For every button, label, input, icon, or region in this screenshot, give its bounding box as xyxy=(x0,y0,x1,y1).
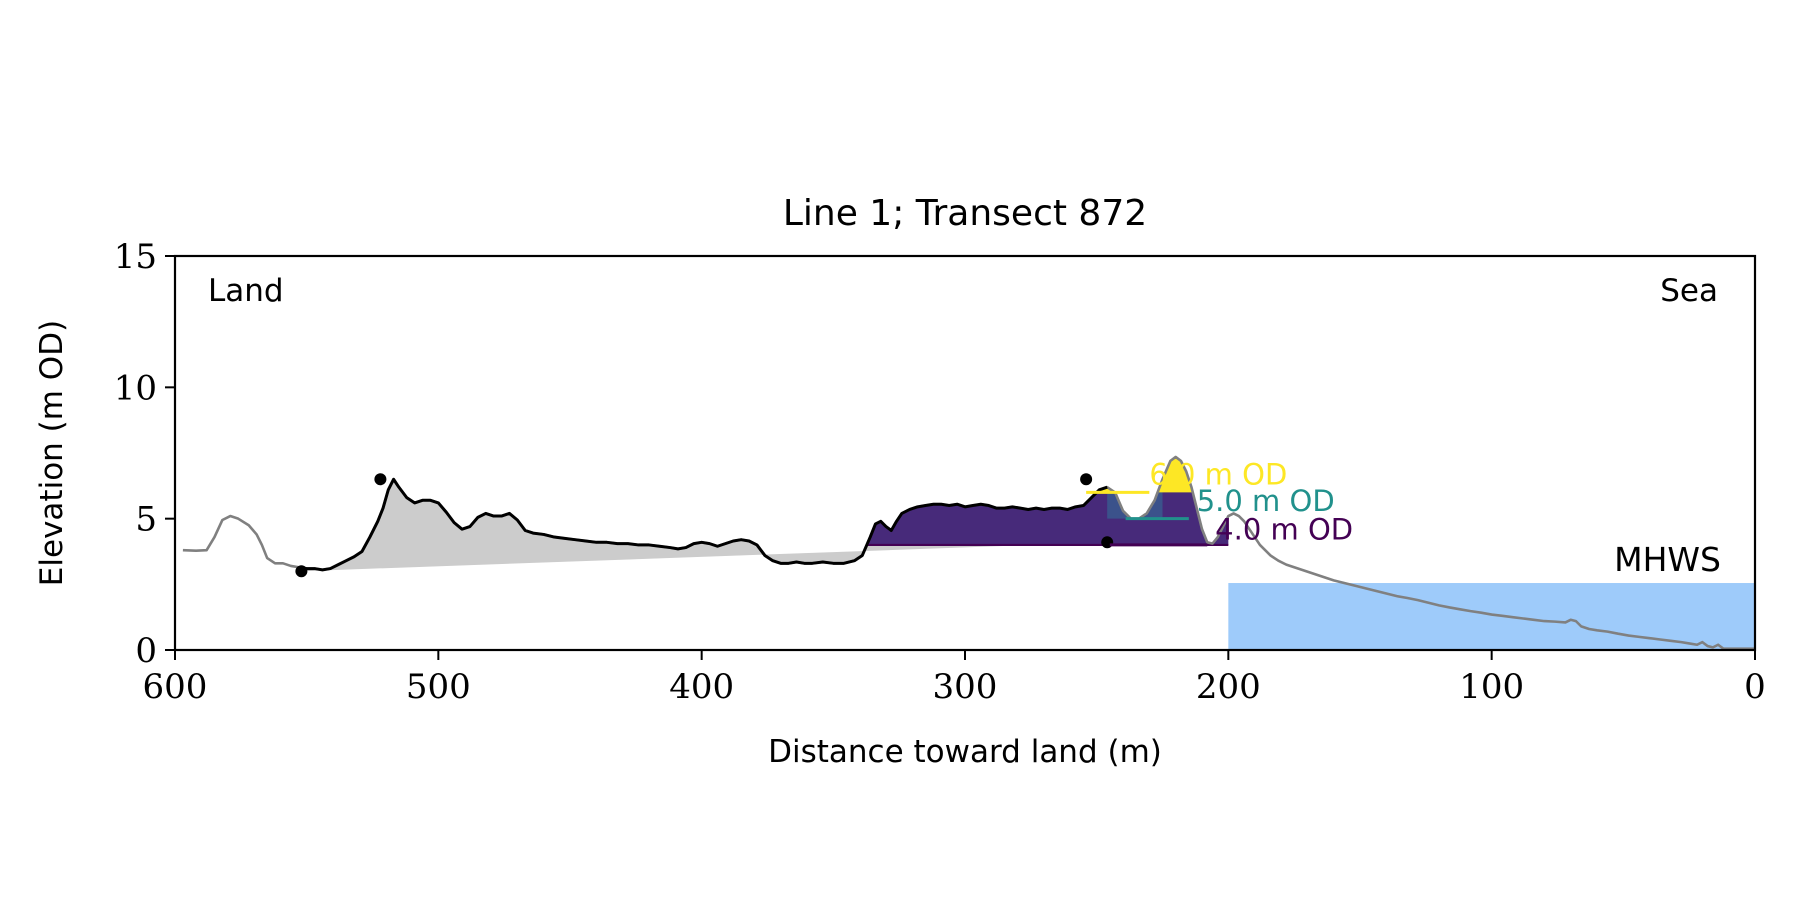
y-tick-label: 10 xyxy=(114,368,157,408)
x-tick-label: 300 xyxy=(933,667,998,707)
x-tick-label: 0 xyxy=(1744,667,1766,707)
x-tick-label: 100 xyxy=(1459,667,1524,707)
y-axis-label: Elevation (m OD) xyxy=(34,320,70,586)
dune-volume-area xyxy=(301,479,1108,572)
x-tick-label: 400 xyxy=(669,667,734,707)
y-axis: 0 5 10 15 xyxy=(114,237,175,671)
x-tick-label: 500 xyxy=(406,667,471,707)
x-axis-label: Distance toward land (m) xyxy=(768,734,1162,770)
x-tick-label: 600 xyxy=(143,667,208,707)
plot-fills xyxy=(301,456,1755,650)
sea-annotation: Sea xyxy=(1660,273,1718,309)
profile-marker-dune-crest xyxy=(374,473,387,486)
volume-above-60-m-area xyxy=(1157,456,1193,493)
x-tick-label: 200 xyxy=(1196,667,1261,707)
plot-points xyxy=(295,473,1114,578)
mhws-annotation: MHWS xyxy=(1614,540,1721,579)
land-annotation: Land xyxy=(208,273,284,309)
chart-title: Line 1; Transect 872 xyxy=(783,193,1147,234)
profile-marker-dune-toe xyxy=(295,565,308,578)
threshold-label-1: 5.0 m OD xyxy=(1197,484,1335,518)
mhws-area xyxy=(1228,583,1755,650)
volume-above-40-m-area xyxy=(866,456,1229,545)
y-tick-label: 15 xyxy=(114,237,157,277)
y-tick-label: 0 xyxy=(135,631,157,671)
dune-profile-line xyxy=(301,477,1108,572)
plot-labels: 6.0 m OD5.0 m OD4.0 m OD xyxy=(1086,458,1353,547)
y-tick-label: 5 xyxy=(135,500,157,540)
threshold-label-2: 4.0 m OD xyxy=(1215,513,1353,547)
x-axis: 600 500 400 300 200 100 0 xyxy=(143,650,1766,707)
threshold-label-0: 6.0 m OD xyxy=(1149,458,1287,492)
profile-marker-crest xyxy=(1080,473,1093,486)
profile-marker-dune-toe xyxy=(1101,536,1114,549)
